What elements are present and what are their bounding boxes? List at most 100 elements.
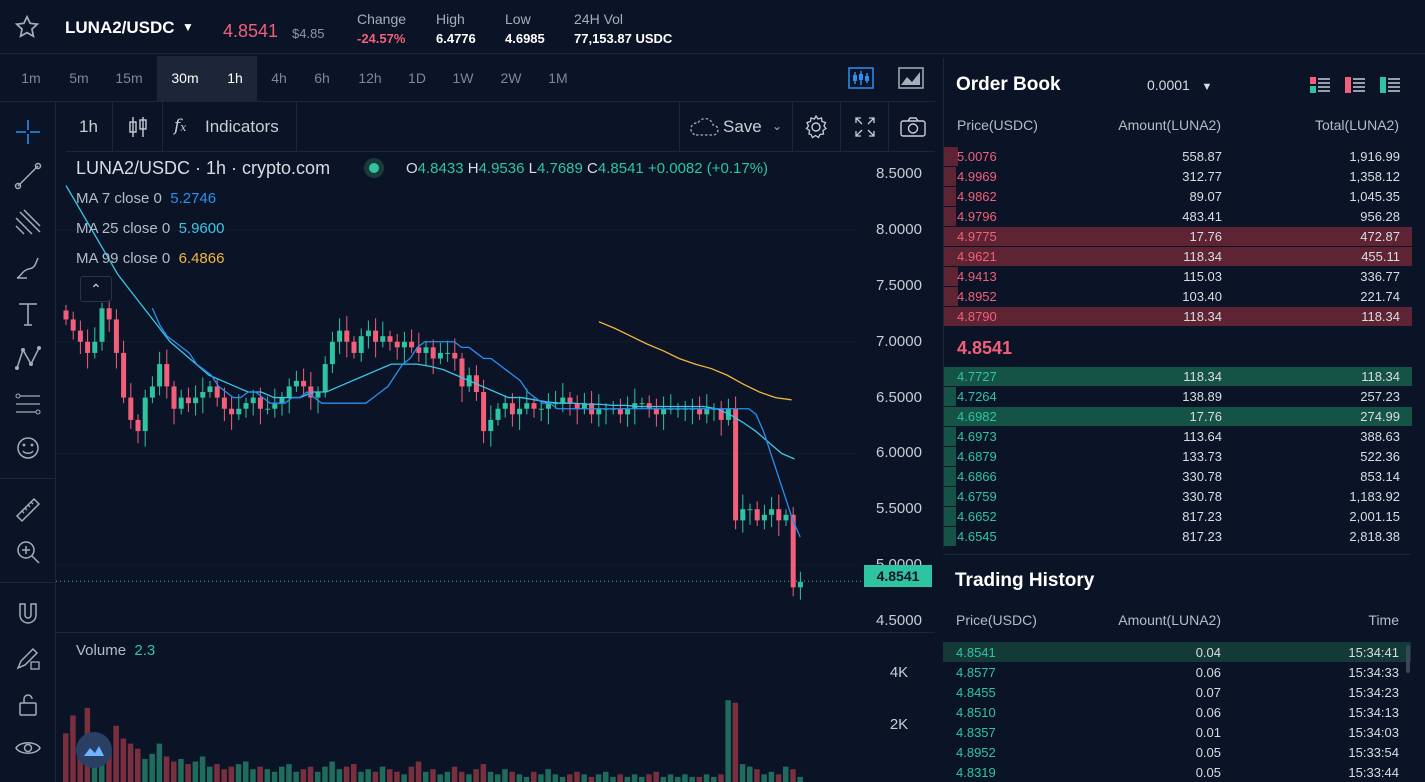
ask-row[interactable]: 4.9796 483.41 956.28 bbox=[944, 207, 1412, 226]
forecast-tool-icon[interactable] bbox=[12, 388, 44, 420]
price-chart[interactable]: LUNA2/USDC · 1h · crypto.com O4.8433 H4.… bbox=[56, 152, 935, 782]
book-bids-icon[interactable] bbox=[1379, 76, 1401, 94]
zoom-in-icon[interactable] bbox=[12, 536, 44, 568]
bid-row[interactable]: 4.6759 330.78 1,183.92 bbox=[944, 487, 1412, 506]
cloud-icon[interactable] bbox=[688, 116, 720, 138]
candle bbox=[718, 408, 724, 420]
candle bbox=[70, 319, 76, 331]
interval-1h[interactable]: 1h bbox=[213, 56, 257, 101]
brush-icon[interactable] bbox=[12, 252, 44, 284]
volume-bar bbox=[171, 761, 177, 782]
ask-row[interactable]: 5.0076 558.87 1,916.99 bbox=[944, 147, 1412, 166]
depth-bar bbox=[944, 227, 1412, 246]
fib-tool-icon[interactable] bbox=[12, 206, 44, 238]
ruler-icon[interactable] bbox=[12, 494, 44, 526]
candle bbox=[250, 397, 256, 404]
bid-row[interactable]: 4.6866 330.78 853.14 bbox=[944, 467, 1412, 486]
volume-bar bbox=[163, 756, 170, 782]
scrollbar[interactable] bbox=[1406, 645, 1410, 673]
ask-row[interactable]: 4.8952 103.40 221.74 bbox=[944, 287, 1412, 306]
candle bbox=[488, 419, 494, 432]
magnet-icon[interactable] bbox=[12, 598, 44, 630]
interval-30m[interactable]: 30m bbox=[157, 56, 213, 101]
volume-bar bbox=[135, 748, 141, 782]
divider bbox=[840, 102, 841, 151]
ask-row[interactable]: 4.9621 118.34 455.11 bbox=[944, 247, 1412, 266]
bid-row[interactable]: 4.6982 17.76 274.99 bbox=[944, 407, 1412, 426]
volume-bar bbox=[149, 753, 155, 782]
ask-row[interactable]: 4.9413 115.03 336.77 bbox=[944, 267, 1412, 286]
interval-4h[interactable]: 4h bbox=[271, 70, 287, 86]
interval-1w[interactable]: 1W bbox=[452, 70, 474, 86]
star-icon[interactable] bbox=[14, 14, 40, 40]
interval-15m[interactable]: 15m bbox=[115, 70, 143, 86]
ask-row[interactable]: 4.9775 17.76 472.87 bbox=[944, 227, 1412, 246]
bid-row[interactable]: 4.6545 817.23 2,818.38 bbox=[944, 527, 1412, 546]
trend-line-icon[interactable] bbox=[12, 160, 44, 192]
candles-type-icon[interactable] bbox=[126, 114, 150, 140]
gear-icon[interactable] bbox=[803, 114, 829, 140]
fx-icon[interactable]: fx bbox=[174, 116, 187, 136]
unlock-icon[interactable] bbox=[12, 688, 44, 720]
volume-bar bbox=[739, 764, 746, 782]
candle bbox=[185, 397, 191, 404]
volume-bar bbox=[718, 774, 724, 782]
indicators-button[interactable]: Indicators bbox=[205, 117, 279, 136]
book-asks-icon[interactable] bbox=[1344, 76, 1366, 94]
pair-selector[interactable]: LUNA2/USDC bbox=[65, 18, 175, 37]
row-total: 522.36 bbox=[1360, 449, 1400, 464]
ask-row[interactable]: 4.9969 312.77 1,358.12 bbox=[944, 167, 1412, 186]
bid-row[interactable]: 4.7264 138.89 257.23 bbox=[944, 387, 1412, 406]
chevron-down-icon[interactable]: ⌄ bbox=[772, 119, 783, 133]
volume-bar bbox=[156, 743, 163, 782]
volume-bar bbox=[545, 769, 551, 782]
interval-1m[interactable]: 1m bbox=[21, 70, 41, 86]
area-chart-icon[interactable] bbox=[898, 67, 924, 89]
ask-row[interactable]: 4.9862 89.07 1,045.35 bbox=[944, 187, 1412, 206]
ask-row[interactable]: 4.8790 118.34 118.34 bbox=[944, 307, 1412, 326]
interval-12h[interactable]: 12h bbox=[358, 70, 382, 86]
candles-chart-icon[interactable] bbox=[848, 67, 874, 89]
interval-6h[interactable]: 6h bbox=[314, 70, 330, 86]
divider bbox=[0, 478, 56, 479]
interval-1m[interactable]: 1M bbox=[548, 70, 568, 86]
chevron-down-icon: ▼ bbox=[1201, 81, 1213, 93]
candle bbox=[142, 397, 148, 432]
crosshair-icon[interactable] bbox=[12, 116, 44, 148]
bid-row[interactable]: 4.6879 133.73 522.36 bbox=[944, 447, 1412, 466]
collapse-legend-button[interactable]: ⌃ bbox=[80, 276, 112, 302]
price-tick: 5.5000 bbox=[876, 500, 922, 518]
text-tool-icon[interactable] bbox=[12, 298, 44, 330]
interval-button[interactable]: 1h bbox=[79, 117, 98, 136]
ma99-line bbox=[598, 321, 792, 401]
chevron-down-icon[interactable]: ▼ bbox=[182, 20, 194, 34]
chart-canvas[interactable] bbox=[56, 152, 935, 782]
interval-1d[interactable]: 1D bbox=[408, 70, 426, 86]
bid-row[interactable]: 4.6973 113.64 388.63 bbox=[944, 427, 1412, 446]
interval-5m[interactable]: 5m bbox=[69, 70, 89, 86]
eye-icon[interactable] bbox=[12, 732, 44, 764]
save-button[interactable]: Save bbox=[723, 117, 762, 136]
volume-bar bbox=[682, 774, 688, 782]
candle bbox=[761, 514, 767, 521]
interval-bar: 1m 5m 15m 30m 1h 4h 6h 12h 1D 1W 2W 1M bbox=[0, 56, 935, 102]
ma25-legend: MA 25 close 0 5.9600 bbox=[76, 220, 225, 237]
pattern-tool-icon[interactable] bbox=[12, 342, 44, 374]
candle bbox=[171, 386, 177, 409]
bid-row[interactable]: 4.7727 118.34 118.34 bbox=[944, 367, 1412, 386]
row-total: 956.28 bbox=[1360, 209, 1400, 224]
volume-bar bbox=[185, 764, 191, 782]
emoji-icon[interactable] bbox=[12, 432, 44, 464]
precision-select[interactable]: 0.0001 ▼ bbox=[1147, 77, 1213, 93]
book-both-icon[interactable] bbox=[1309, 76, 1331, 94]
lock-drawing-icon[interactable] bbox=[12, 642, 44, 674]
interval-2w[interactable]: 2W bbox=[500, 70, 522, 86]
fullscreen-icon[interactable] bbox=[853, 115, 877, 139]
camera-icon[interactable] bbox=[899, 115, 927, 139]
candle bbox=[401, 341, 407, 348]
candle bbox=[740, 509, 746, 521]
candle bbox=[567, 397, 573, 404]
price-tick: 7.5000 bbox=[876, 276, 922, 294]
volume-bar bbox=[329, 761, 335, 782]
bid-row[interactable]: 4.6652 817.23 2,001.15 bbox=[944, 507, 1412, 526]
